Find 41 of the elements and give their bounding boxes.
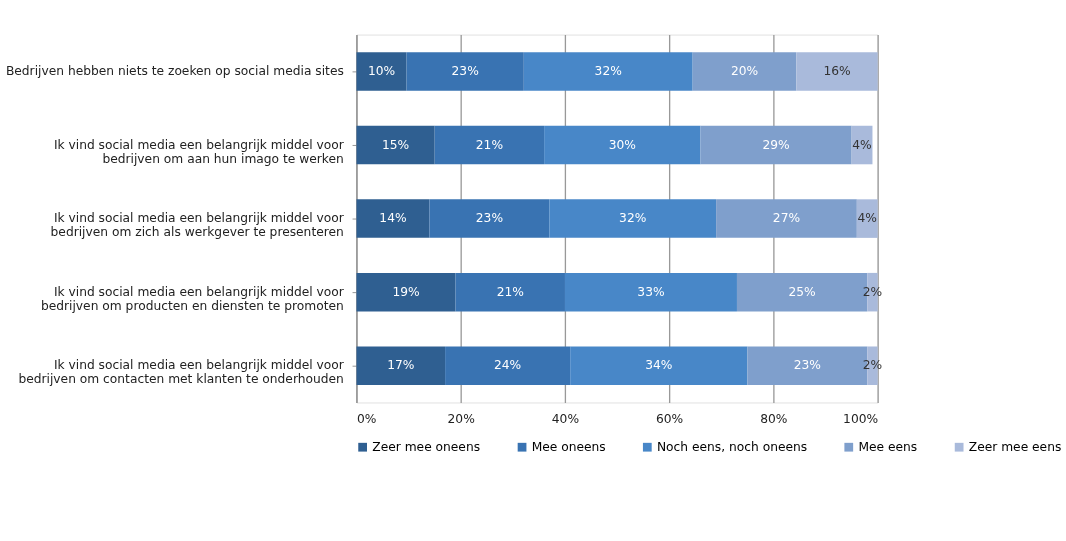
- data-label: 2%: [862, 284, 883, 299]
- data-label: 21%: [496, 284, 524, 299]
- data-label: 23%: [451, 63, 479, 78]
- y-tick-label: Bedrijven hebben niets te zoeken op social media sites: [5, 63, 344, 78]
- data-label: 2%: [862, 358, 883, 373]
- data-label: 15%: [381, 137, 410, 152]
- y-tick-label: Ik vind social media een belangrijk middel voor bedrijven om zich als werkgever te presenteren: [50, 211, 345, 240]
- legend-label: Zeer mee oneens: [372, 439, 481, 454]
- data-label: 16%: [823, 63, 851, 78]
- data-label: 32%: [619, 211, 647, 226]
- data-label: 20%: [730, 63, 759, 78]
- data-label: 33%: [637, 284, 665, 299]
- data-label: 27%: [772, 211, 801, 226]
- x-tick-label: 80%: [760, 412, 788, 427]
- y-tick-label: Ik vind social media een belangrijk middel voor bedrijven om contacten met klanten te onderhouden: [18, 358, 345, 387]
- data-label: 19%: [392, 284, 420, 299]
- data-label: 24%: [494, 358, 522, 373]
- y-tick-label: Ik vind social media een belangrijk middel voor bedrijven om producten en diensten te promoten: [40, 284, 345, 313]
- legend-label: Zeer mee eens: [968, 439, 1062, 454]
- data-label: 17%: [387, 358, 415, 373]
- data-label: 29%: [762, 137, 790, 152]
- data-label: 23%: [475, 211, 504, 226]
- data-label: 32%: [594, 63, 622, 78]
- y-tick-label: Ik vind social media een belangrijk middel voor bedrijven om aan hun imago te werken: [53, 137, 345, 166]
- legend-label: Noch eens, noch oneens: [656, 439, 808, 454]
- data-label: 30%: [608, 137, 636, 152]
- data-label: 23%: [793, 358, 821, 373]
- data-label: 14%: [379, 211, 407, 226]
- data-label: 4%: [852, 137, 872, 152]
- data-label: 25%: [788, 284, 816, 299]
- legend-label: Mee oneens: [531, 439, 606, 454]
- data-label: 34%: [645, 358, 673, 373]
- data-label: 10%: [367, 63, 396, 78]
- x-tick-label: 100%: [843, 412, 879, 427]
- x-tick-label: 60%: [656, 412, 684, 427]
- data-label: 21%: [475, 137, 504, 152]
- legend-label: Mee eens: [858, 439, 918, 454]
- x-tick-label: 20%: [447, 412, 475, 427]
- data-label: 4%: [857, 211, 877, 226]
- x-tick-label: 40%: [551, 412, 580, 427]
- x-tick-label: 0%: [356, 412, 377, 427]
